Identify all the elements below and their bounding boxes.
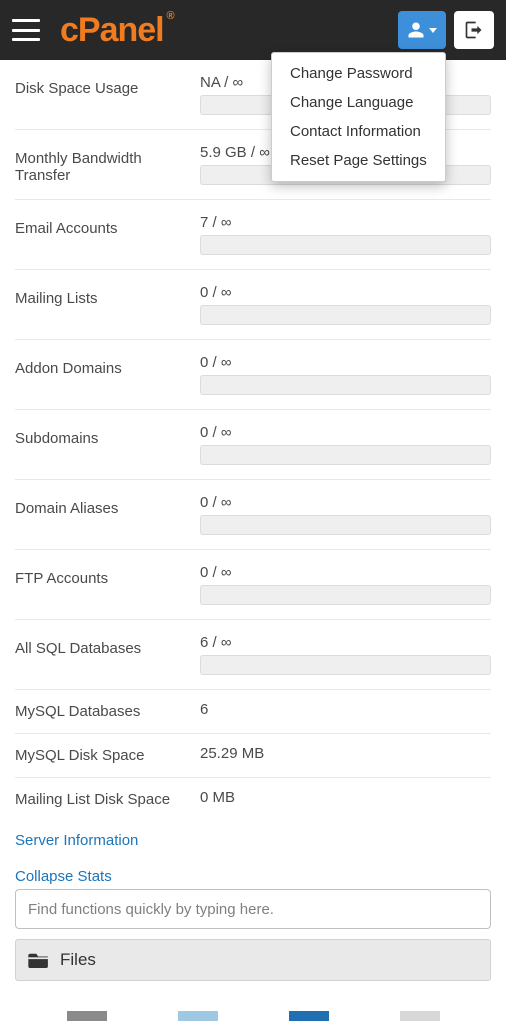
file-app-icon[interactable] bbox=[289, 1011, 329, 1021]
stat-value-wrap: 0 MB bbox=[200, 789, 491, 810]
stat-progress-bar bbox=[200, 655, 491, 675]
logout-icon bbox=[464, 20, 484, 40]
file-app-icon[interactable] bbox=[178, 1011, 218, 1021]
stat-progress-bar bbox=[200, 305, 491, 325]
stat-label: Disk Space Usage bbox=[15, 74, 200, 97]
stat-label: MySQL Disk Space bbox=[15, 747, 200, 764]
dropdown-change-language[interactable]: Change Language bbox=[272, 88, 445, 117]
stat-progress-bar bbox=[200, 515, 491, 535]
header-actions bbox=[398, 11, 494, 49]
dropdown-contact-info[interactable]: Contact Information bbox=[272, 117, 445, 146]
stat-row: MySQL Disk Space 25.29 MB bbox=[15, 734, 491, 778]
stat-progress-bar bbox=[200, 235, 491, 255]
stat-label: Monthly Bandwidth Transfer bbox=[15, 144, 200, 184]
stat-value: 6 bbox=[200, 701, 491, 718]
stat-label: Domain Aliases bbox=[15, 494, 200, 517]
stat-value-wrap: 0 / ∞ bbox=[200, 494, 491, 535]
collapse-stats-link[interactable]: Collapse Stats bbox=[15, 860, 491, 889]
dropdown-reset-settings[interactable]: Reset Page Settings bbox=[272, 146, 445, 175]
stat-label: Addon Domains bbox=[15, 354, 200, 377]
file-app-icon[interactable] bbox=[67, 1011, 107, 1021]
files-icon-row bbox=[15, 981, 491, 1021]
file-app-icon[interactable] bbox=[400, 1011, 440, 1021]
stat-label: Subdomains bbox=[15, 424, 200, 447]
stat-label: Mailing List Disk Space bbox=[15, 791, 200, 808]
stat-row: Domain Aliases 0 / ∞ bbox=[15, 480, 491, 550]
caret-down-icon bbox=[429, 28, 437, 33]
user-menu-button[interactable] bbox=[398, 11, 446, 49]
stat-value-wrap: 7 / ∞ bbox=[200, 214, 491, 255]
logout-button[interactable] bbox=[454, 11, 494, 49]
stat-progress-bar bbox=[200, 375, 491, 395]
cpanel-logo[interactable]: cPanel® bbox=[60, 11, 164, 50]
stat-label: Email Accounts bbox=[15, 214, 200, 237]
stat-progress-bar bbox=[200, 585, 491, 605]
stat-value-wrap: 6 bbox=[200, 701, 491, 722]
stat-value-wrap: 25.29 MB bbox=[200, 745, 491, 766]
files-panel-title: Files bbox=[60, 950, 96, 970]
stat-label: Mailing Lists bbox=[15, 284, 200, 307]
stat-value: 7 / ∞ bbox=[200, 214, 491, 231]
stat-row: Email Accounts 7 / ∞ bbox=[15, 200, 491, 270]
stat-value: 0 / ∞ bbox=[200, 564, 491, 581]
stat-value: 0 / ∞ bbox=[200, 494, 491, 511]
stat-value: 0 / ∞ bbox=[200, 424, 491, 441]
stat-row: Subdomains 0 / ∞ bbox=[15, 410, 491, 480]
menu-toggle-button[interactable] bbox=[12, 19, 40, 41]
stat-progress-bar bbox=[200, 445, 491, 465]
user-icon bbox=[407, 21, 425, 39]
stat-value: 0 MB bbox=[200, 789, 491, 806]
top-header: cPanel® Change Password Change Language … bbox=[0, 0, 506, 60]
stat-row: MySQL Databases 6 bbox=[15, 690, 491, 734]
stat-row: FTP Accounts 0 / ∞ bbox=[15, 550, 491, 620]
folder-icon bbox=[28, 952, 50, 968]
stat-value: 0 / ∞ bbox=[200, 284, 491, 301]
stat-row: Mailing Lists 0 / ∞ bbox=[15, 270, 491, 340]
search-input[interactable] bbox=[15, 889, 491, 929]
stat-row: Addon Domains 0 / ∞ bbox=[15, 340, 491, 410]
stat-value: 6 / ∞ bbox=[200, 634, 491, 651]
stat-value-wrap: 6 / ∞ bbox=[200, 634, 491, 675]
main-content: Disk Space Usage NA / ∞ Monthly Bandwidt… bbox=[0, 60, 506, 1021]
stat-row: Mailing List Disk Space 0 MB bbox=[15, 778, 491, 821]
stat-value: 0 / ∞ bbox=[200, 354, 491, 371]
user-dropdown-menu: Change Password Change Language Contact … bbox=[271, 52, 446, 182]
stat-label: FTP Accounts bbox=[15, 564, 200, 587]
stat-value: 25.29 MB bbox=[200, 745, 491, 762]
dropdown-change-password[interactable]: Change Password bbox=[272, 59, 445, 88]
stat-row: All SQL Databases 6 / ∞ bbox=[15, 620, 491, 690]
stat-label: MySQL Databases bbox=[15, 703, 200, 720]
stat-label: All SQL Databases bbox=[15, 634, 200, 657]
server-information-link[interactable]: Server Information bbox=[15, 821, 491, 860]
stat-value-wrap: 0 / ∞ bbox=[200, 284, 491, 325]
stat-value-wrap: 0 / ∞ bbox=[200, 564, 491, 605]
stat-value-wrap: 0 / ∞ bbox=[200, 354, 491, 395]
files-panel-header[interactable]: Files bbox=[15, 939, 491, 981]
stat-value-wrap: 0 / ∞ bbox=[200, 424, 491, 465]
